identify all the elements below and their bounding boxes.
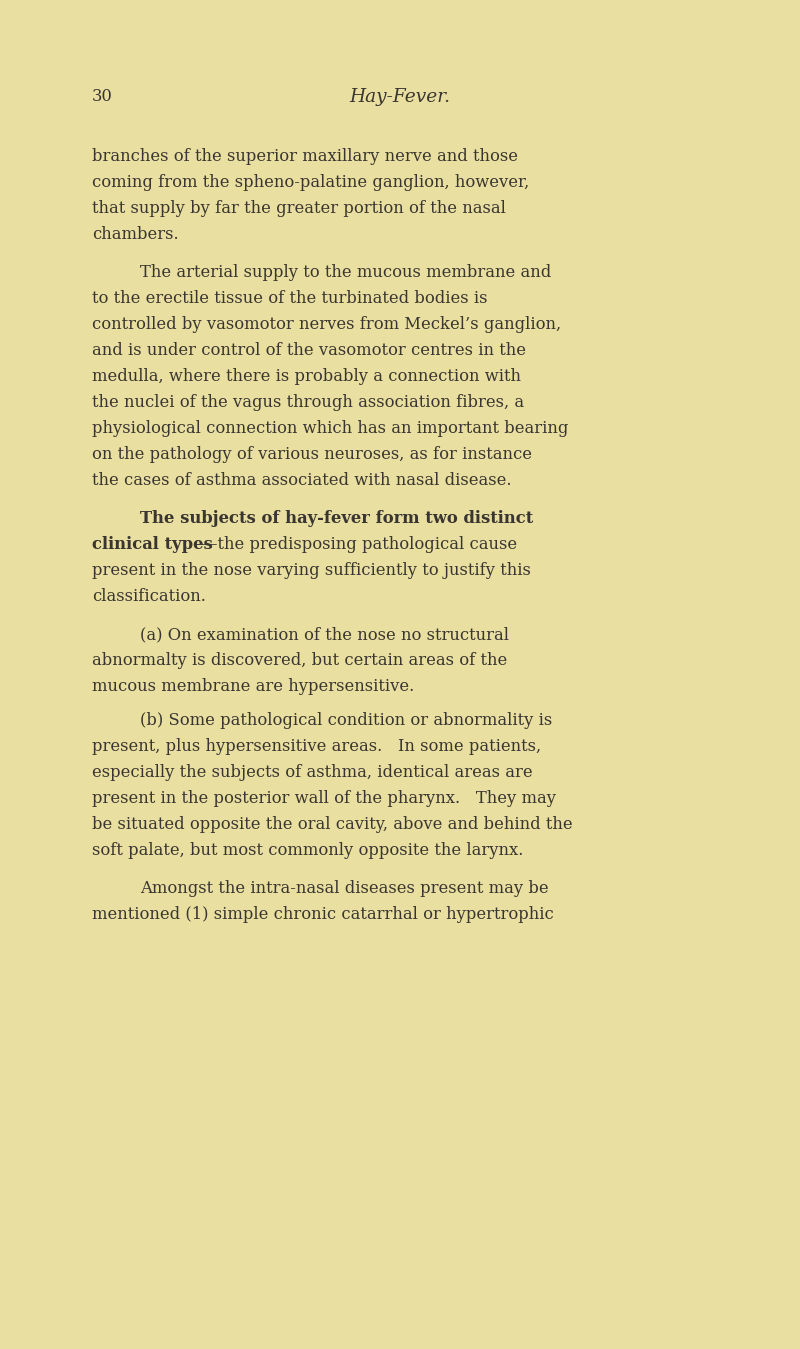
Text: to the erectile tissue of the turbinated bodies is: to the erectile tissue of the turbinated… <box>92 290 487 308</box>
Text: controlled by vasomotor nerves from Meckel’s ganglion,: controlled by vasomotor nerves from Meck… <box>92 316 561 333</box>
Text: the cases of asthma associated with nasal disease.: the cases of asthma associated with nasa… <box>92 472 511 488</box>
Text: soft palate, but most commonly opposite the larynx.: soft palate, but most commonly opposite … <box>92 842 523 859</box>
Text: especially the subjects of asthma, identical areas are: especially the subjects of asthma, ident… <box>92 764 533 781</box>
Text: (b) Some pathological condition or abnormality is: (b) Some pathological condition or abnor… <box>140 712 552 728</box>
Text: The subjects of hay-fever form two distinct: The subjects of hay-fever form two disti… <box>140 510 534 527</box>
Text: mucous membrane are hypersensitive.: mucous membrane are hypersensitive. <box>92 679 414 695</box>
Text: that supply by far the greater portion of the nasal: that supply by far the greater portion o… <box>92 200 506 217</box>
Text: mentioned (1) simple chronic catarrhal or hypertrophic: mentioned (1) simple chronic catarrhal o… <box>92 907 554 923</box>
Text: and is under control of the vasomotor centres in the: and is under control of the vasomotor ce… <box>92 343 526 359</box>
Text: —the predisposing pathological cause: —the predisposing pathological cause <box>202 536 518 553</box>
Text: on the pathology of various neuroses, as for instance: on the pathology of various neuroses, as… <box>92 447 532 463</box>
Text: branches of the superior maxillary nerve and those: branches of the superior maxillary nerve… <box>92 148 518 165</box>
Text: physiological connection which has an important bearing: physiological connection which has an im… <box>92 420 568 437</box>
Text: the nuclei of the vagus through association fibres, a: the nuclei of the vagus through associat… <box>92 394 524 411</box>
Text: be situated opposite the oral cavity, above and behind the: be situated opposite the oral cavity, ab… <box>92 816 573 832</box>
Text: coming from the spheno-palatine ganglion, however,: coming from the spheno-palatine ganglion… <box>92 174 530 192</box>
Text: clinical types: clinical types <box>92 536 213 553</box>
Text: present in the nose varying sufficiently to justify this: present in the nose varying sufficiently… <box>92 563 531 579</box>
Text: 30: 30 <box>92 88 113 105</box>
Text: Hay-Fever.: Hay-Fever. <box>350 88 450 107</box>
Text: (a) On examination of the nose no structural: (a) On examination of the nose no struct… <box>140 626 509 643</box>
Text: The arterial supply to the mucous membrane and: The arterial supply to the mucous membra… <box>140 264 551 281</box>
Text: chambers.: chambers. <box>92 227 178 243</box>
Text: classification.: classification. <box>92 588 206 604</box>
Text: present in the posterior wall of the pharynx.   They may: present in the posterior wall of the pha… <box>92 791 556 807</box>
Text: medulla, where there is probably a connection with: medulla, where there is probably a conne… <box>92 368 521 384</box>
Text: present, plus hypersensitive areas.   In some patients,: present, plus hypersensitive areas. In s… <box>92 738 541 755</box>
Text: Amongst the intra-nasal diseases present may be: Amongst the intra-nasal diseases present… <box>140 880 549 897</box>
Text: abnormalty is discovered, but certain areas of the: abnormalty is discovered, but certain ar… <box>92 652 507 669</box>
